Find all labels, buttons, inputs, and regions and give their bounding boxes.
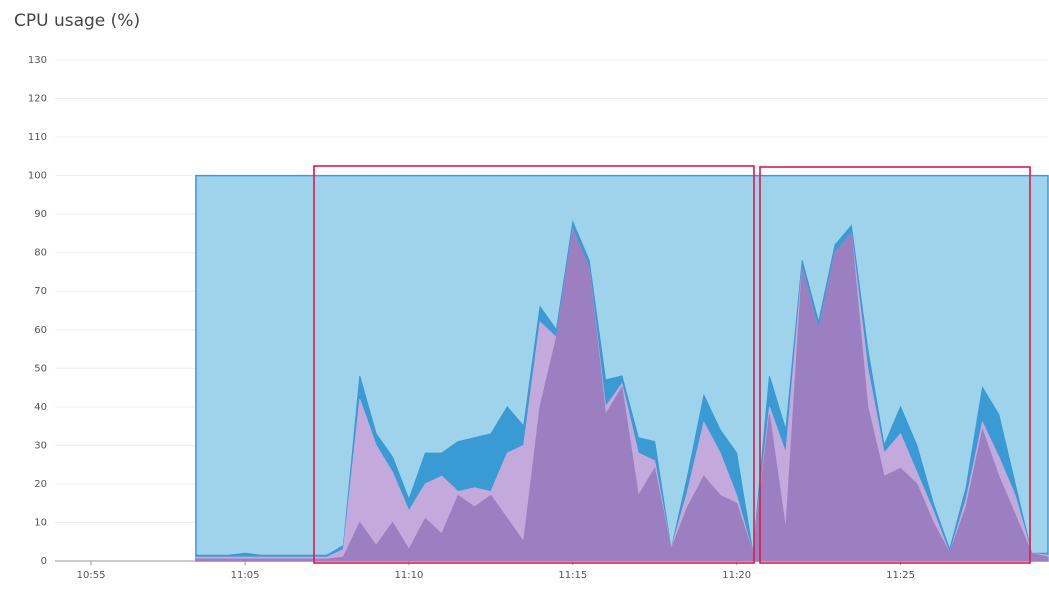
y-tick-label: 120 — [28, 94, 47, 105]
y-tick-label: 110 — [28, 132, 47, 143]
y-tick-label: 90 — [34, 209, 47, 220]
x-tick-label: 10:55 — [77, 570, 106, 581]
chart-title: CPU usage (%) — [14, 11, 140, 31]
y-tick-label: 40 — [34, 402, 47, 413]
highlight-box — [313, 165, 755, 564]
y-tick-label: 130 — [28, 55, 47, 66]
x-tick-label: 11:20 — [722, 570, 751, 581]
y-tick-label: 10 — [34, 517, 47, 528]
x-tick-label: 11:25 — [886, 570, 915, 581]
area — [195, 227, 1049, 562]
y-tick-label: 50 — [34, 363, 47, 374]
y-tick-label: 100 — [28, 171, 47, 182]
labels: 0 10 20 30 40 50 60 70 80 90 100 110 120 130 10:55 11:0… — [28, 55, 915, 581]
highlight-box — [759, 166, 1031, 564]
y-tick-label: 60 — [34, 325, 47, 336]
y-tick-label: 0 — [41, 556, 47, 567]
x-tick-label: 11:10 — [395, 570, 424, 581]
y-tick-label: 20 — [34, 479, 47, 490]
x-tick-label: 11:15 — [558, 570, 587, 581]
areas — [195, 174, 1049, 562]
y-tick-label: 70 — [34, 286, 47, 297]
y-tick-label: 80 — [34, 248, 47, 259]
y-tick-label: 30 — [34, 440, 47, 451]
x-tick-label: 11:05 — [231, 570, 260, 581]
